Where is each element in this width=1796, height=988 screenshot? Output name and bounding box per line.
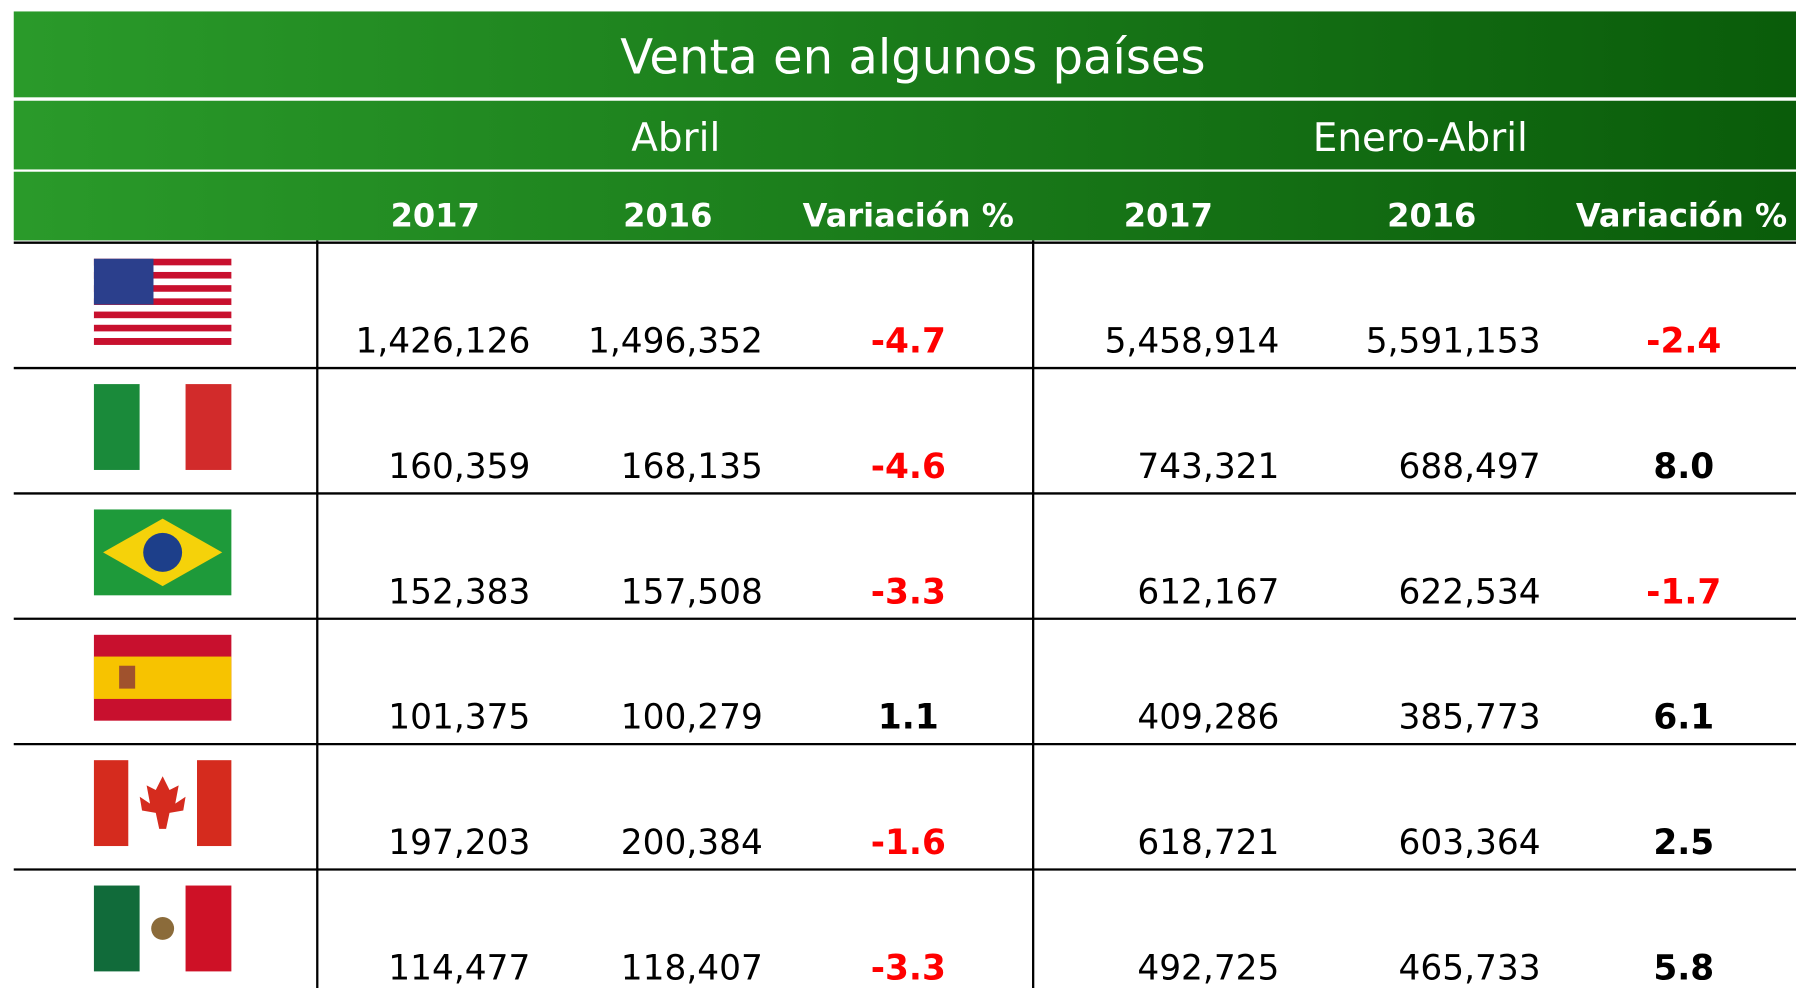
cell: 5,458,914 [1105, 322, 1280, 362]
flag-part [185, 885, 232, 972]
column-band [13, 171, 1796, 241]
flag [93, 885, 232, 972]
flag [93, 509, 232, 596]
cell: 1.1 [878, 698, 939, 738]
cell: 152,383 [388, 572, 530, 612]
flag-part [93, 258, 232, 266]
flag-part [93, 291, 232, 299]
cell: 160,359 [388, 447, 530, 487]
flag-part [93, 278, 232, 286]
cell: -3.3 [871, 572, 946, 612]
cell: 688,497 [1399, 447, 1541, 487]
cell: 743,321 [1137, 447, 1279, 487]
group-band [13, 100, 1796, 170]
title-band [13, 11, 1796, 98]
flag-part [119, 665, 136, 689]
column-header: Variación % [803, 197, 1014, 235]
cell: 200,384 [621, 823, 763, 863]
cell: 5,591,153 [1366, 322, 1541, 362]
flag [93, 634, 232, 721]
column-header: Variación % [1576, 197, 1787, 235]
flag-part [93, 318, 232, 326]
flag-part [93, 285, 232, 293]
cell: 465,733 [1399, 948, 1541, 988]
flag-part [93, 304, 232, 312]
cell: 2.5 [1653, 823, 1714, 863]
cell: -2.4 [1646, 322, 1721, 362]
flag-part [93, 337, 232, 345]
cell: 5.8 [1653, 948, 1714, 988]
cell: 409,286 [1137, 698, 1279, 738]
flag-part [93, 384, 140, 470]
cell: 157,508 [621, 572, 763, 612]
cell: 612,167 [1137, 572, 1279, 612]
cell: 1,496,352 [588, 322, 763, 362]
cell: 618,721 [1137, 823, 1279, 863]
cell: 622,534 [1399, 572, 1541, 612]
flag-part [139, 384, 186, 470]
cell: -4.7 [871, 322, 946, 362]
cell: -3.3 [871, 948, 946, 988]
flag-part [93, 656, 232, 699]
cell: 118,407 [621, 948, 763, 988]
flag-part [93, 760, 129, 847]
flag [93, 760, 232, 847]
cell: -4.6 [871, 447, 946, 487]
group-label: Abril [631, 116, 720, 161]
cell: 385,773 [1399, 698, 1541, 738]
column-header: 2017 [391, 197, 480, 235]
cell: 114,477 [388, 948, 530, 988]
title: Venta en algunos países [620, 29, 1205, 85]
flag [93, 258, 232, 345]
flag-part [93, 331, 232, 339]
cell: 8.0 [1653, 447, 1714, 487]
cell: -1.7 [1646, 572, 1721, 612]
flag-part [93, 885, 140, 972]
flag-part [197, 760, 232, 847]
flag-part [139, 776, 186, 829]
flag-part [151, 917, 175, 940]
flag-part [93, 271, 232, 279]
cell: 197,203 [388, 823, 530, 863]
flag-part [185, 384, 232, 470]
column-header: 2016 [1387, 197, 1476, 235]
flag [93, 384, 232, 470]
cell: 101,375 [388, 698, 530, 738]
cell: 492,725 [1137, 948, 1279, 988]
cell: 603,364 [1399, 823, 1541, 863]
flag-part [93, 258, 154, 305]
flag-part [93, 265, 232, 273]
cell: -1.6 [871, 823, 946, 863]
cell: 100,279 [621, 698, 763, 738]
cell: 168,135 [621, 447, 763, 487]
flag-part [93, 298, 232, 306]
flag-part [93, 324, 232, 332]
cell: 6.1 [1653, 698, 1714, 738]
table-body: 1,426,126 1,496,352 -4.7 5,458,914 5,591,153… [13, 240, 1796, 988]
cell: 1,426,126 [355, 322, 530, 362]
flag-part [93, 311, 232, 319]
flag-part [143, 532, 183, 572]
group-label: Enero-Abril [1313, 116, 1528, 161]
column-header: 2016 [623, 197, 712, 235]
column-header: 2017 [1124, 197, 1213, 235]
